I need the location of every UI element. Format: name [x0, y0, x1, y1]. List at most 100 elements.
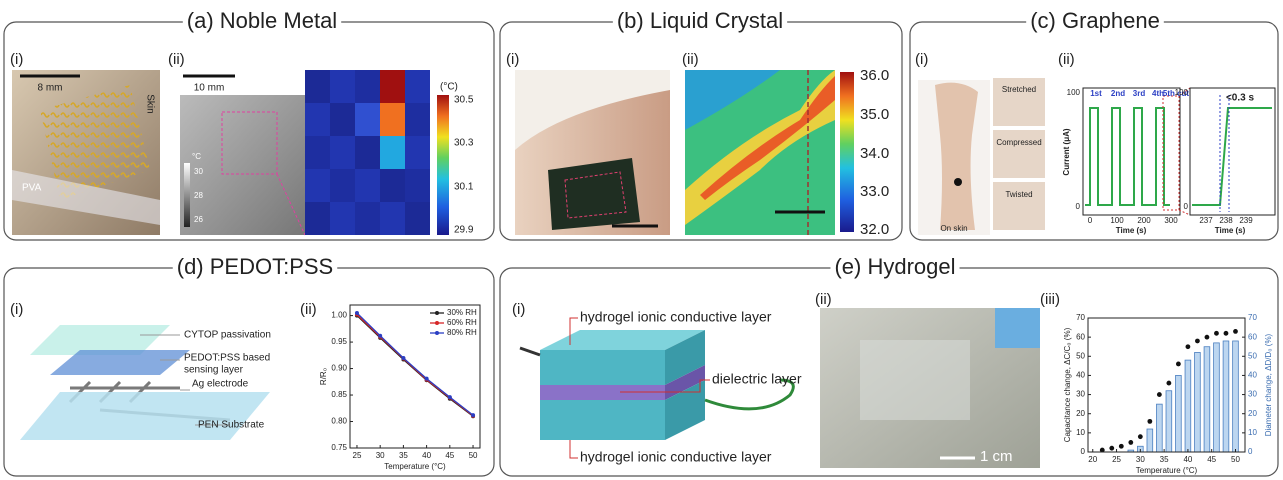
layer-label: Ag electrode: [192, 379, 249, 390]
x-tick-label: 20: [1088, 455, 1097, 464]
leader: [570, 440, 578, 458]
colorbar-tick: 35.0: [860, 106, 889, 123]
y-axis-label: Current (μA): [1062, 128, 1071, 175]
legend-label: 30% RH: [447, 308, 477, 317]
y2-axis-label: Diameter change, ΔD/D₀ (%): [1264, 333, 1273, 436]
colorbar: [437, 95, 449, 235]
subpanel-label: (i): [915, 51, 928, 68]
event-label: 3rd: [1133, 89, 1146, 98]
subpanel-label: (i): [10, 301, 23, 318]
colorbar-tick: 30.3: [454, 138, 474, 149]
current-trace: [1085, 108, 1170, 205]
panel-title: (e) Hydrogel: [834, 254, 955, 279]
x-tick-label: 238: [1219, 216, 1233, 225]
point: [1195, 339, 1200, 344]
y2-tick-label: 20: [1248, 409, 1257, 418]
colorbar-tick: 34.0: [860, 145, 889, 162]
photo-label: Skin: [144, 94, 155, 113]
x-tick-label: 40: [1183, 455, 1192, 464]
x-tick-label: 25: [1112, 455, 1121, 464]
y-tick-label: 0.80: [331, 417, 347, 426]
heatmap-cell: [355, 103, 380, 136]
x-tick-label: 45: [445, 451, 454, 460]
photo-label: PVA: [22, 183, 42, 194]
point: [378, 334, 382, 338]
subpanel-label: (ii): [815, 291, 832, 308]
colorbar-tick: 32.0: [860, 221, 889, 238]
x-axis-label: Temperature (°C): [384, 462, 446, 471]
x-tick-label: 100: [1110, 216, 1124, 225]
heatmap-cell: [380, 169, 405, 202]
x-tick-label: 35: [399, 451, 408, 460]
x-tick-label: 40: [422, 451, 431, 460]
x-axis-label: Time (s): [1116, 226, 1147, 235]
point: [1224, 331, 1229, 336]
point: [471, 413, 475, 417]
y-tick-label: 1.00: [331, 311, 347, 320]
colorbar-tick: 30: [194, 167, 203, 176]
scale-label: 1 cm: [980, 448, 1013, 465]
heatmap-cell: [305, 136, 330, 169]
panel-title: (b) Liquid Crystal: [617, 8, 783, 33]
x-tick-label: 30: [376, 451, 385, 460]
y-tick-label: 40: [1076, 371, 1085, 380]
bar: [1166, 391, 1172, 452]
colorbar: [840, 72, 854, 232]
colorbar-tick: 30.5: [454, 95, 474, 106]
photo-caption: Compressed: [996, 138, 1041, 147]
heatmap-cell: [305, 103, 330, 136]
photo-caption: On skin: [940, 224, 967, 233]
subpanel-label: (i): [10, 51, 23, 68]
bar: [1147, 429, 1153, 452]
heatmap-cell: [405, 70, 430, 103]
scale-label: 8 mm: [38, 83, 63, 94]
zoom-box: [1163, 96, 1179, 210]
point: [1176, 362, 1181, 367]
y-tick-label: 60: [1076, 332, 1085, 341]
x-tick-label: 200: [1137, 216, 1151, 225]
y-tick-label: 10: [1076, 428, 1085, 437]
y-tick-label: 30: [1076, 390, 1085, 399]
event-label: 1st: [1090, 89, 1102, 98]
ir-image: [180, 95, 305, 235]
point: [448, 395, 452, 399]
subpanel-label: (iii): [1040, 291, 1060, 308]
x-tick-label: 25: [353, 451, 362, 460]
heatmap-cell: [305, 169, 330, 202]
heatmap-cell: [355, 169, 380, 202]
scale-label: 10 mm: [194, 83, 225, 94]
y-tick-label: 0: [1081, 447, 1086, 456]
top-layer: [540, 350, 665, 385]
point: [425, 377, 429, 381]
heatmap-cell: [330, 103, 355, 136]
x-tick-label: 50: [469, 451, 478, 460]
panel-title: (d) PEDOT:PSS: [177, 254, 333, 279]
point: [1166, 381, 1171, 386]
bar: [1157, 404, 1163, 452]
x-tick-label: 237: [1199, 216, 1213, 225]
colorbar-unit: °C: [192, 152, 201, 161]
subpanel-label: (ii): [682, 51, 699, 68]
heatmap-cell: [405, 169, 430, 202]
x-tick-label: 30: [1136, 455, 1145, 464]
panel-title: (a) Noble Metal: [187, 8, 337, 33]
annotation: <0.3 s: [1226, 93, 1255, 104]
x-tick-label: 45: [1207, 455, 1216, 464]
x-tick-label: 35: [1160, 455, 1169, 464]
x-axis-label: Time (s): [1215, 226, 1246, 235]
colorbar-tick: 28: [194, 191, 203, 200]
y-tick-label: 0: [1184, 202, 1189, 211]
y2-tick-label: 70: [1248, 313, 1257, 322]
point: [1128, 440, 1133, 445]
heatmap-cell: [330, 136, 355, 169]
sensor-array: [860, 340, 970, 420]
heatmap-cell: [355, 202, 380, 235]
event-label: 2nd: [1111, 89, 1125, 98]
y-tick-label: 0.95: [331, 337, 347, 346]
y2-tick-label: 50: [1248, 351, 1257, 360]
y-tick-label: 100: [1067, 88, 1081, 97]
heatmap-cell: [330, 202, 355, 235]
inset-trace: [1192, 108, 1272, 205]
point: [1119, 444, 1124, 449]
